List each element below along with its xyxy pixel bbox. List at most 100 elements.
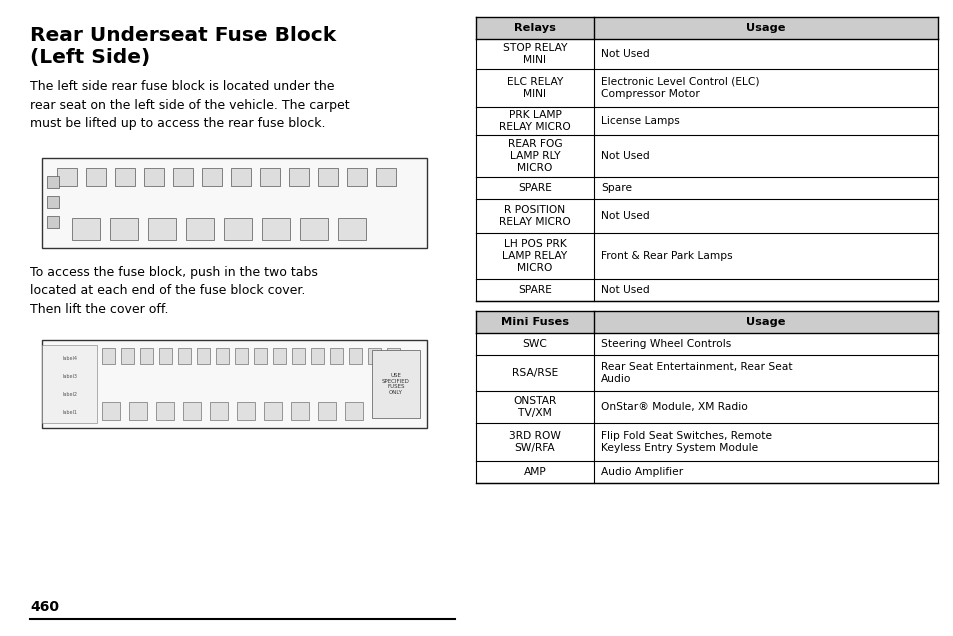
Bar bbox=[178, 348, 191, 364]
Bar bbox=[476, 279, 937, 301]
Text: REAR FOG
LAMP RLY
MICRO: REAR FOG LAMP RLY MICRO bbox=[507, 139, 561, 174]
Text: Audio Amplifier: Audio Amplifier bbox=[600, 467, 682, 477]
Text: label1: label1 bbox=[63, 410, 77, 415]
Bar bbox=[347, 168, 367, 186]
Bar bbox=[349, 348, 361, 364]
Bar bbox=[317, 402, 335, 420]
Text: Relays: Relays bbox=[514, 23, 556, 33]
Text: SPARE: SPARE bbox=[517, 183, 552, 193]
Text: Front & Rear Park Lamps: Front & Rear Park Lamps bbox=[600, 251, 732, 261]
Bar bbox=[299, 218, 328, 240]
Bar bbox=[292, 348, 305, 364]
Text: label3: label3 bbox=[63, 375, 77, 380]
Text: Usage: Usage bbox=[745, 23, 785, 33]
Bar bbox=[476, 69, 937, 107]
Bar bbox=[476, 423, 937, 461]
Bar bbox=[156, 402, 173, 420]
Bar bbox=[47, 196, 59, 208]
Bar bbox=[57, 168, 77, 186]
Bar bbox=[476, 391, 937, 423]
Bar bbox=[236, 402, 254, 420]
Bar bbox=[71, 218, 100, 240]
Text: (Left Side): (Left Side) bbox=[30, 48, 150, 67]
Bar bbox=[140, 348, 152, 364]
Bar bbox=[42, 345, 97, 423]
Text: PRK LAMP
RELAY MICRO: PRK LAMP RELAY MICRO bbox=[498, 110, 570, 132]
Bar bbox=[159, 348, 172, 364]
Text: RSA/RSE: RSA/RSE bbox=[512, 368, 558, 378]
Bar bbox=[330, 348, 343, 364]
Text: Not Used: Not Used bbox=[600, 211, 649, 221]
Text: ONSTAR
TV/XM: ONSTAR TV/XM bbox=[513, 396, 557, 418]
Bar bbox=[476, 233, 937, 279]
Bar bbox=[148, 218, 175, 240]
Bar bbox=[291, 402, 309, 420]
Text: label4: label4 bbox=[63, 357, 77, 361]
Bar bbox=[102, 402, 120, 420]
Bar bbox=[476, 333, 937, 355]
Text: 460: 460 bbox=[30, 600, 59, 614]
Bar bbox=[186, 218, 213, 240]
Bar bbox=[172, 168, 193, 186]
Text: The left side rear fuse block is located under the
rear seat on the left side of: The left side rear fuse block is located… bbox=[30, 80, 349, 130]
Bar bbox=[102, 348, 115, 364]
Text: 3RD ROW
SW/RFA: 3RD ROW SW/RFA bbox=[509, 431, 560, 453]
Text: License Lamps: License Lamps bbox=[600, 116, 679, 126]
Bar bbox=[215, 348, 229, 364]
Text: Not Used: Not Used bbox=[600, 285, 649, 295]
Bar bbox=[224, 218, 252, 240]
Bar bbox=[129, 402, 147, 420]
Bar bbox=[372, 350, 419, 418]
Bar bbox=[86, 168, 106, 186]
Bar bbox=[231, 168, 251, 186]
Text: Flip Fold Seat Switches, Remote
Keyless Entry System Module: Flip Fold Seat Switches, Remote Keyless … bbox=[600, 431, 771, 453]
Bar bbox=[115, 168, 135, 186]
Text: USE
SPECIFIED
FUSES
ONLY: USE SPECIFIED FUSES ONLY bbox=[381, 373, 410, 395]
Bar bbox=[202, 168, 222, 186]
Bar bbox=[47, 176, 59, 188]
Bar bbox=[368, 348, 380, 364]
Text: OnStar® Module, XM Radio: OnStar® Module, XM Radio bbox=[600, 402, 747, 412]
Bar bbox=[387, 348, 399, 364]
Text: STOP RELAY
MINI: STOP RELAY MINI bbox=[502, 43, 567, 66]
Text: Electronic Level Control (ELC)
Compressor Motor: Electronic Level Control (ELC) Compresso… bbox=[600, 77, 759, 99]
Text: R POSITION
RELAY MICRO: R POSITION RELAY MICRO bbox=[498, 205, 570, 227]
Bar bbox=[42, 158, 427, 248]
Bar bbox=[476, 199, 937, 233]
Text: AMP: AMP bbox=[523, 467, 546, 477]
Bar bbox=[260, 168, 280, 186]
Bar bbox=[311, 348, 324, 364]
Bar bbox=[345, 402, 363, 420]
Bar bbox=[121, 348, 133, 364]
Bar bbox=[144, 168, 164, 186]
Bar bbox=[476, 17, 937, 39]
Text: Mini Fuses: Mini Fuses bbox=[500, 317, 568, 327]
Text: Steering Wheel Controls: Steering Wheel Controls bbox=[600, 339, 731, 349]
Text: Not Used: Not Used bbox=[600, 151, 649, 161]
Bar bbox=[210, 402, 228, 420]
Bar bbox=[273, 348, 286, 364]
Text: Rear Underseat Fuse Block: Rear Underseat Fuse Block bbox=[30, 26, 335, 45]
Bar bbox=[289, 168, 309, 186]
Bar bbox=[110, 218, 138, 240]
Bar bbox=[47, 216, 59, 228]
Text: Not Used: Not Used bbox=[600, 49, 649, 59]
Bar bbox=[476, 177, 937, 199]
Text: label2: label2 bbox=[63, 392, 77, 398]
Bar bbox=[476, 355, 937, 391]
Bar bbox=[262, 218, 290, 240]
Text: LH POS PRK
LAMP RELAY
MICRO: LH POS PRK LAMP RELAY MICRO bbox=[502, 238, 567, 273]
Bar bbox=[196, 348, 210, 364]
Text: SPARE: SPARE bbox=[517, 285, 552, 295]
Text: SWC: SWC bbox=[522, 339, 547, 349]
Bar bbox=[42, 340, 427, 428]
Text: To access the fuse block, push in the two tabs
located at each end of the fuse b: To access the fuse block, push in the tw… bbox=[30, 266, 317, 316]
Bar bbox=[337, 218, 366, 240]
Text: Spare: Spare bbox=[600, 183, 632, 193]
Bar bbox=[476, 311, 937, 333]
Bar bbox=[264, 402, 282, 420]
Bar bbox=[234, 348, 248, 364]
Text: Rear Seat Entertainment, Rear Seat
Audio: Rear Seat Entertainment, Rear Seat Audio bbox=[600, 362, 792, 384]
Bar bbox=[476, 135, 937, 177]
Text: ELC RELAY
MINI: ELC RELAY MINI bbox=[506, 77, 562, 99]
